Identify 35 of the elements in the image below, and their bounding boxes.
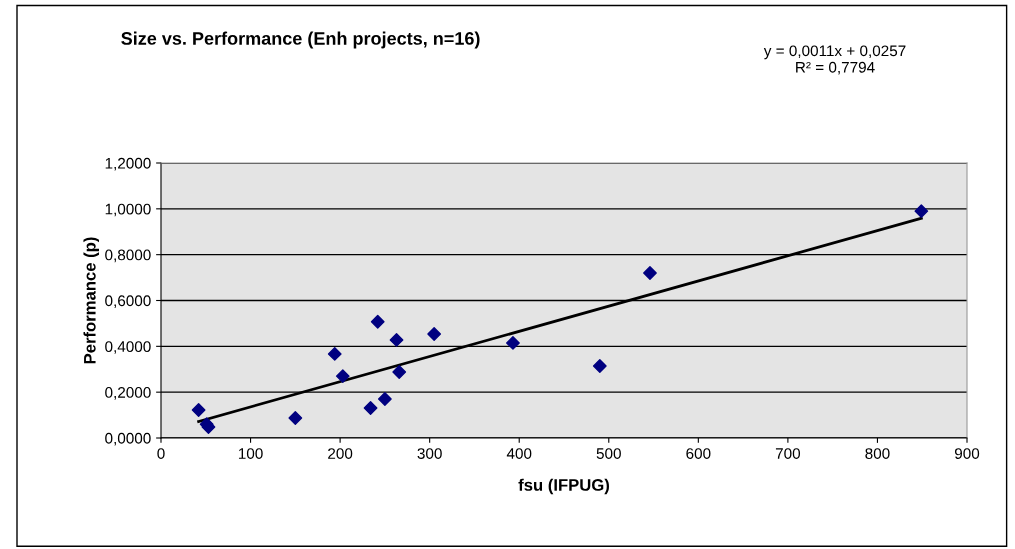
point: [335, 369, 350, 384]
x-tick-label: 0: [157, 448, 165, 459]
y-tick-label: 0,0000: [105, 432, 151, 446]
x-tick-label: 400: [506, 448, 532, 459]
y-tick-label: 0,4000: [105, 341, 151, 354]
point: [370, 314, 385, 329]
point: [288, 411, 303, 425]
point: [191, 403, 206, 417]
x-tick-label: 100: [238, 448, 263, 459]
chart-title: Size vs. Performance (Enh projects, n=16): [121, 31, 480, 49]
point: [427, 327, 442, 341]
point: [363, 401, 378, 415]
text: y = 0,0011x + 0,0257 R² = 0,7794: [763, 45, 906, 75]
y-axis-title: Performance (p): [83, 237, 99, 364]
y-tick-label: 0,2000: [105, 387, 151, 400]
x-tick-label: 800: [865, 448, 890, 459]
x-tick-label: 200: [328, 448, 353, 459]
x-tick-label: 300: [417, 448, 442, 459]
point: [914, 204, 929, 219]
y-tick-label: 0,6000: [105, 295, 151, 308]
x-axis-title: fsu (IFPUG): [518, 478, 609, 495]
point: [327, 346, 342, 361]
point: [377, 392, 392, 406]
point: [592, 359, 607, 373]
x-tick-label: 500: [596, 448, 621, 459]
x-tick-label: 900: [954, 448, 980, 459]
y-tick-label: 0,8000: [105, 249, 151, 263]
x-tick-label: 700: [775, 448, 801, 459]
point: [389, 333, 404, 347]
y-tick-label: 1,0000: [105, 203, 151, 217]
x-tick-label: 600: [686, 448, 711, 459]
point: [506, 335, 520, 350]
point: [392, 365, 407, 379]
point: [643, 266, 657, 280]
y-tick-label: 1,2000: [105, 157, 151, 171]
